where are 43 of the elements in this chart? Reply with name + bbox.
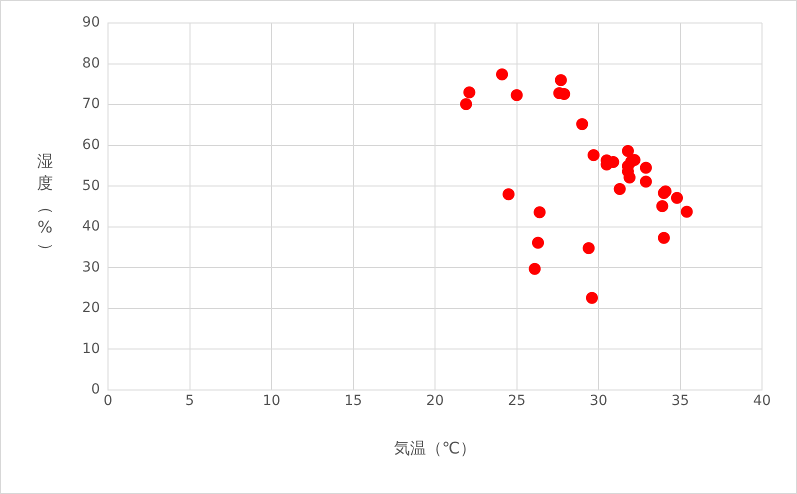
- x-tick-label: 5: [185, 393, 194, 410]
- point: [496, 68, 508, 80]
- x-tick-label: 10: [262, 393, 280, 410]
- point: [622, 145, 634, 158]
- point: [680, 206, 693, 218]
- y-tick-label: 50: [82, 178, 100, 194]
- x-tick-label: 40: [753, 393, 771, 410]
- y-tick-label: 40: [82, 218, 100, 235]
- point: [640, 162, 652, 174]
- point: [528, 262, 541, 275]
- point: [670, 192, 683, 204]
- y-tick-label: 60: [82, 136, 100, 153]
- point: [554, 74, 567, 86]
- point: [624, 172, 636, 184]
- point: [586, 292, 598, 304]
- point: [463, 86, 476, 98]
- point: [576, 118, 588, 130]
- x-tick-label: 30: [590, 393, 608, 410]
- y-tick-label: 10: [82, 340, 100, 357]
- x-axis-title: 気温（℃）: [394, 438, 476, 458]
- y-tick-label: 20: [82, 300, 100, 316]
- y-axis-title: 湿度（%）: [36, 152, 56, 258]
- point: [658, 232, 670, 244]
- point: [532, 236, 544, 249]
- point: [656, 200, 668, 212]
- point: [640, 176, 652, 188]
- point: [534, 206, 546, 218]
- x-tick-label: 15: [344, 393, 362, 410]
- y-tick-label: 0: [91, 382, 100, 398]
- x-tick-label: 25: [508, 393, 526, 410]
- point: [510, 89, 523, 102]
- point: [582, 242, 595, 254]
- x-tick-label: 35: [671, 393, 690, 410]
- point: [460, 98, 472, 110]
- point: [588, 149, 600, 162]
- x-tick-label: 0: [104, 393, 112, 410]
- y-tick-label: 90: [82, 14, 100, 31]
- point: [614, 182, 626, 195]
- y-tick-label: 80: [82, 55, 100, 72]
- point: [502, 188, 515, 200]
- x-tick-label: 20: [426, 393, 444, 410]
- y-tick-label: 30: [82, 259, 100, 276]
- y-tick-label: 70: [82, 96, 100, 112]
